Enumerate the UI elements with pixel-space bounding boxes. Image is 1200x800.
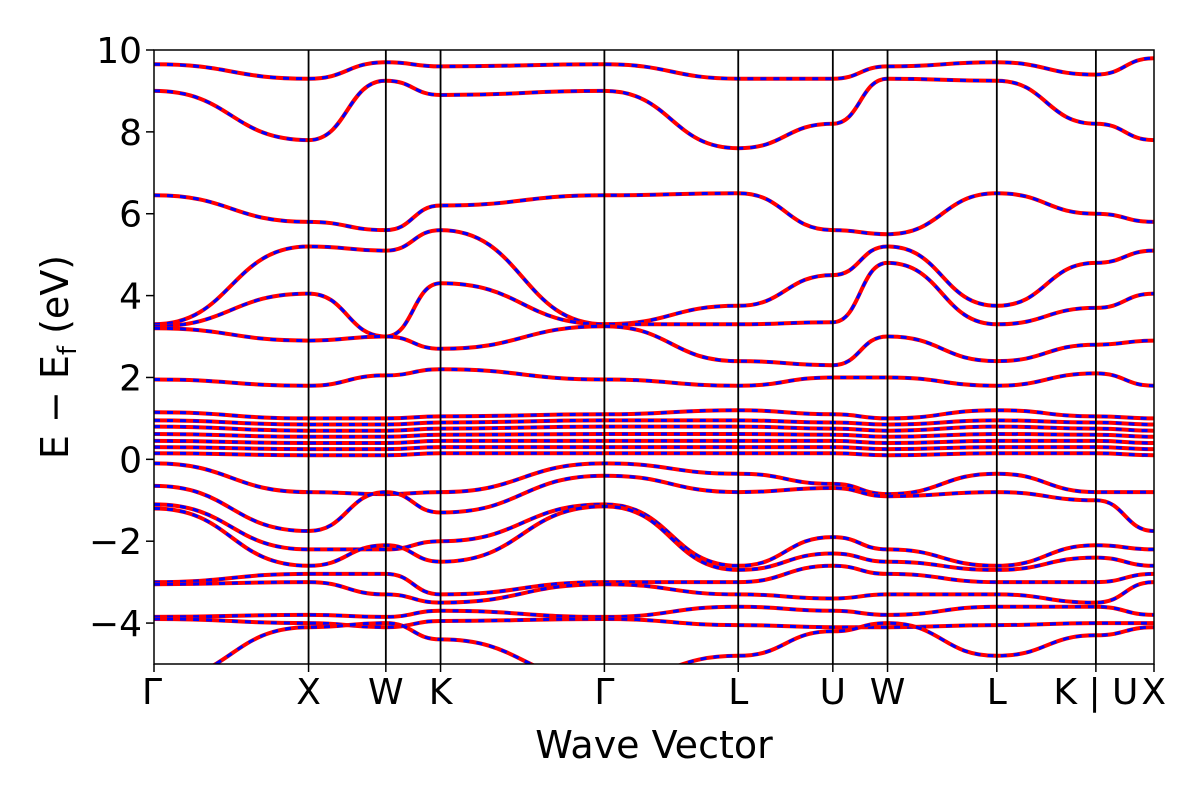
band-line-dashed xyxy=(154,425,1154,433)
x-tick-label: X xyxy=(296,672,321,713)
band-line-dashed xyxy=(154,191,1154,236)
band-line-dashed xyxy=(154,56,1154,81)
y-tick-label: 10 xyxy=(96,31,142,72)
y-tick-label: −2 xyxy=(89,522,142,563)
plot-frame xyxy=(153,49,1155,665)
band-line-dashed xyxy=(154,617,1154,629)
y-tick-label: −4 xyxy=(89,604,142,645)
band-line xyxy=(154,367,1154,388)
y-axis-label-unit: (eV) xyxy=(33,255,77,346)
band-line-dashed xyxy=(154,474,1154,533)
x-tick-label: L xyxy=(728,672,748,713)
band-line-dashed xyxy=(154,461,1154,496)
x-axis-label: Wave Vector xyxy=(535,723,773,767)
y-tick-label: 8 xyxy=(119,113,142,154)
kpoint-lines xyxy=(307,50,1097,664)
y-tick-label: 2 xyxy=(119,358,142,399)
band-line xyxy=(154,502,1154,568)
y-tick-label: 6 xyxy=(119,195,142,236)
band-line-dashed xyxy=(154,367,1154,388)
band-line xyxy=(154,76,1154,151)
band-line-dashed xyxy=(212,621,1154,664)
band-line xyxy=(154,445,1154,452)
band-line xyxy=(154,580,1154,605)
band-line xyxy=(154,324,1154,368)
x-tick-label: Γ xyxy=(594,672,614,713)
x-tick-label: X xyxy=(1141,672,1166,713)
y-axis-label-sub: f xyxy=(53,345,83,355)
x-tick-label: W xyxy=(368,672,404,713)
x-tick-label: Γ xyxy=(142,672,162,713)
band-line-dashed xyxy=(154,261,1154,339)
band-line xyxy=(154,451,1154,458)
x-tick-label: W xyxy=(870,672,906,713)
band-line xyxy=(154,56,1154,81)
x-tick-label: K xyxy=(429,672,454,713)
y-axis-label-main: E − E xyxy=(33,355,77,459)
band-line-dashed xyxy=(154,564,1154,596)
y-tick-label: 0 xyxy=(119,440,142,481)
band-line-dashed xyxy=(154,605,1154,619)
band-line xyxy=(154,438,1154,446)
band-line-dashed xyxy=(154,502,1154,568)
band-line-dashed xyxy=(154,324,1154,367)
y-tick-label: 4 xyxy=(119,277,142,318)
band-line-dashed xyxy=(154,504,1154,572)
band-line-dashed xyxy=(154,77,1154,150)
band-line-dashed xyxy=(154,228,1154,326)
band-line xyxy=(154,504,1154,572)
band-line xyxy=(154,604,1154,619)
y-ticks: −4 −2 0 2 4 6 8 10 xyxy=(89,31,154,645)
band-line-dashed xyxy=(154,418,1154,427)
band-line xyxy=(154,431,1154,439)
bands-layer xyxy=(154,56,1154,664)
y-axis-label: E − Ef (eV) xyxy=(33,255,83,459)
band-line-dashed xyxy=(154,408,1154,420)
x-tick-label: L xyxy=(987,672,1007,713)
x-tick-label: U xyxy=(820,672,846,713)
band-line xyxy=(154,191,1154,237)
x-tick-label: K | U xyxy=(1053,672,1138,713)
band-line xyxy=(154,228,1154,327)
band-line-dashed xyxy=(154,580,1154,605)
